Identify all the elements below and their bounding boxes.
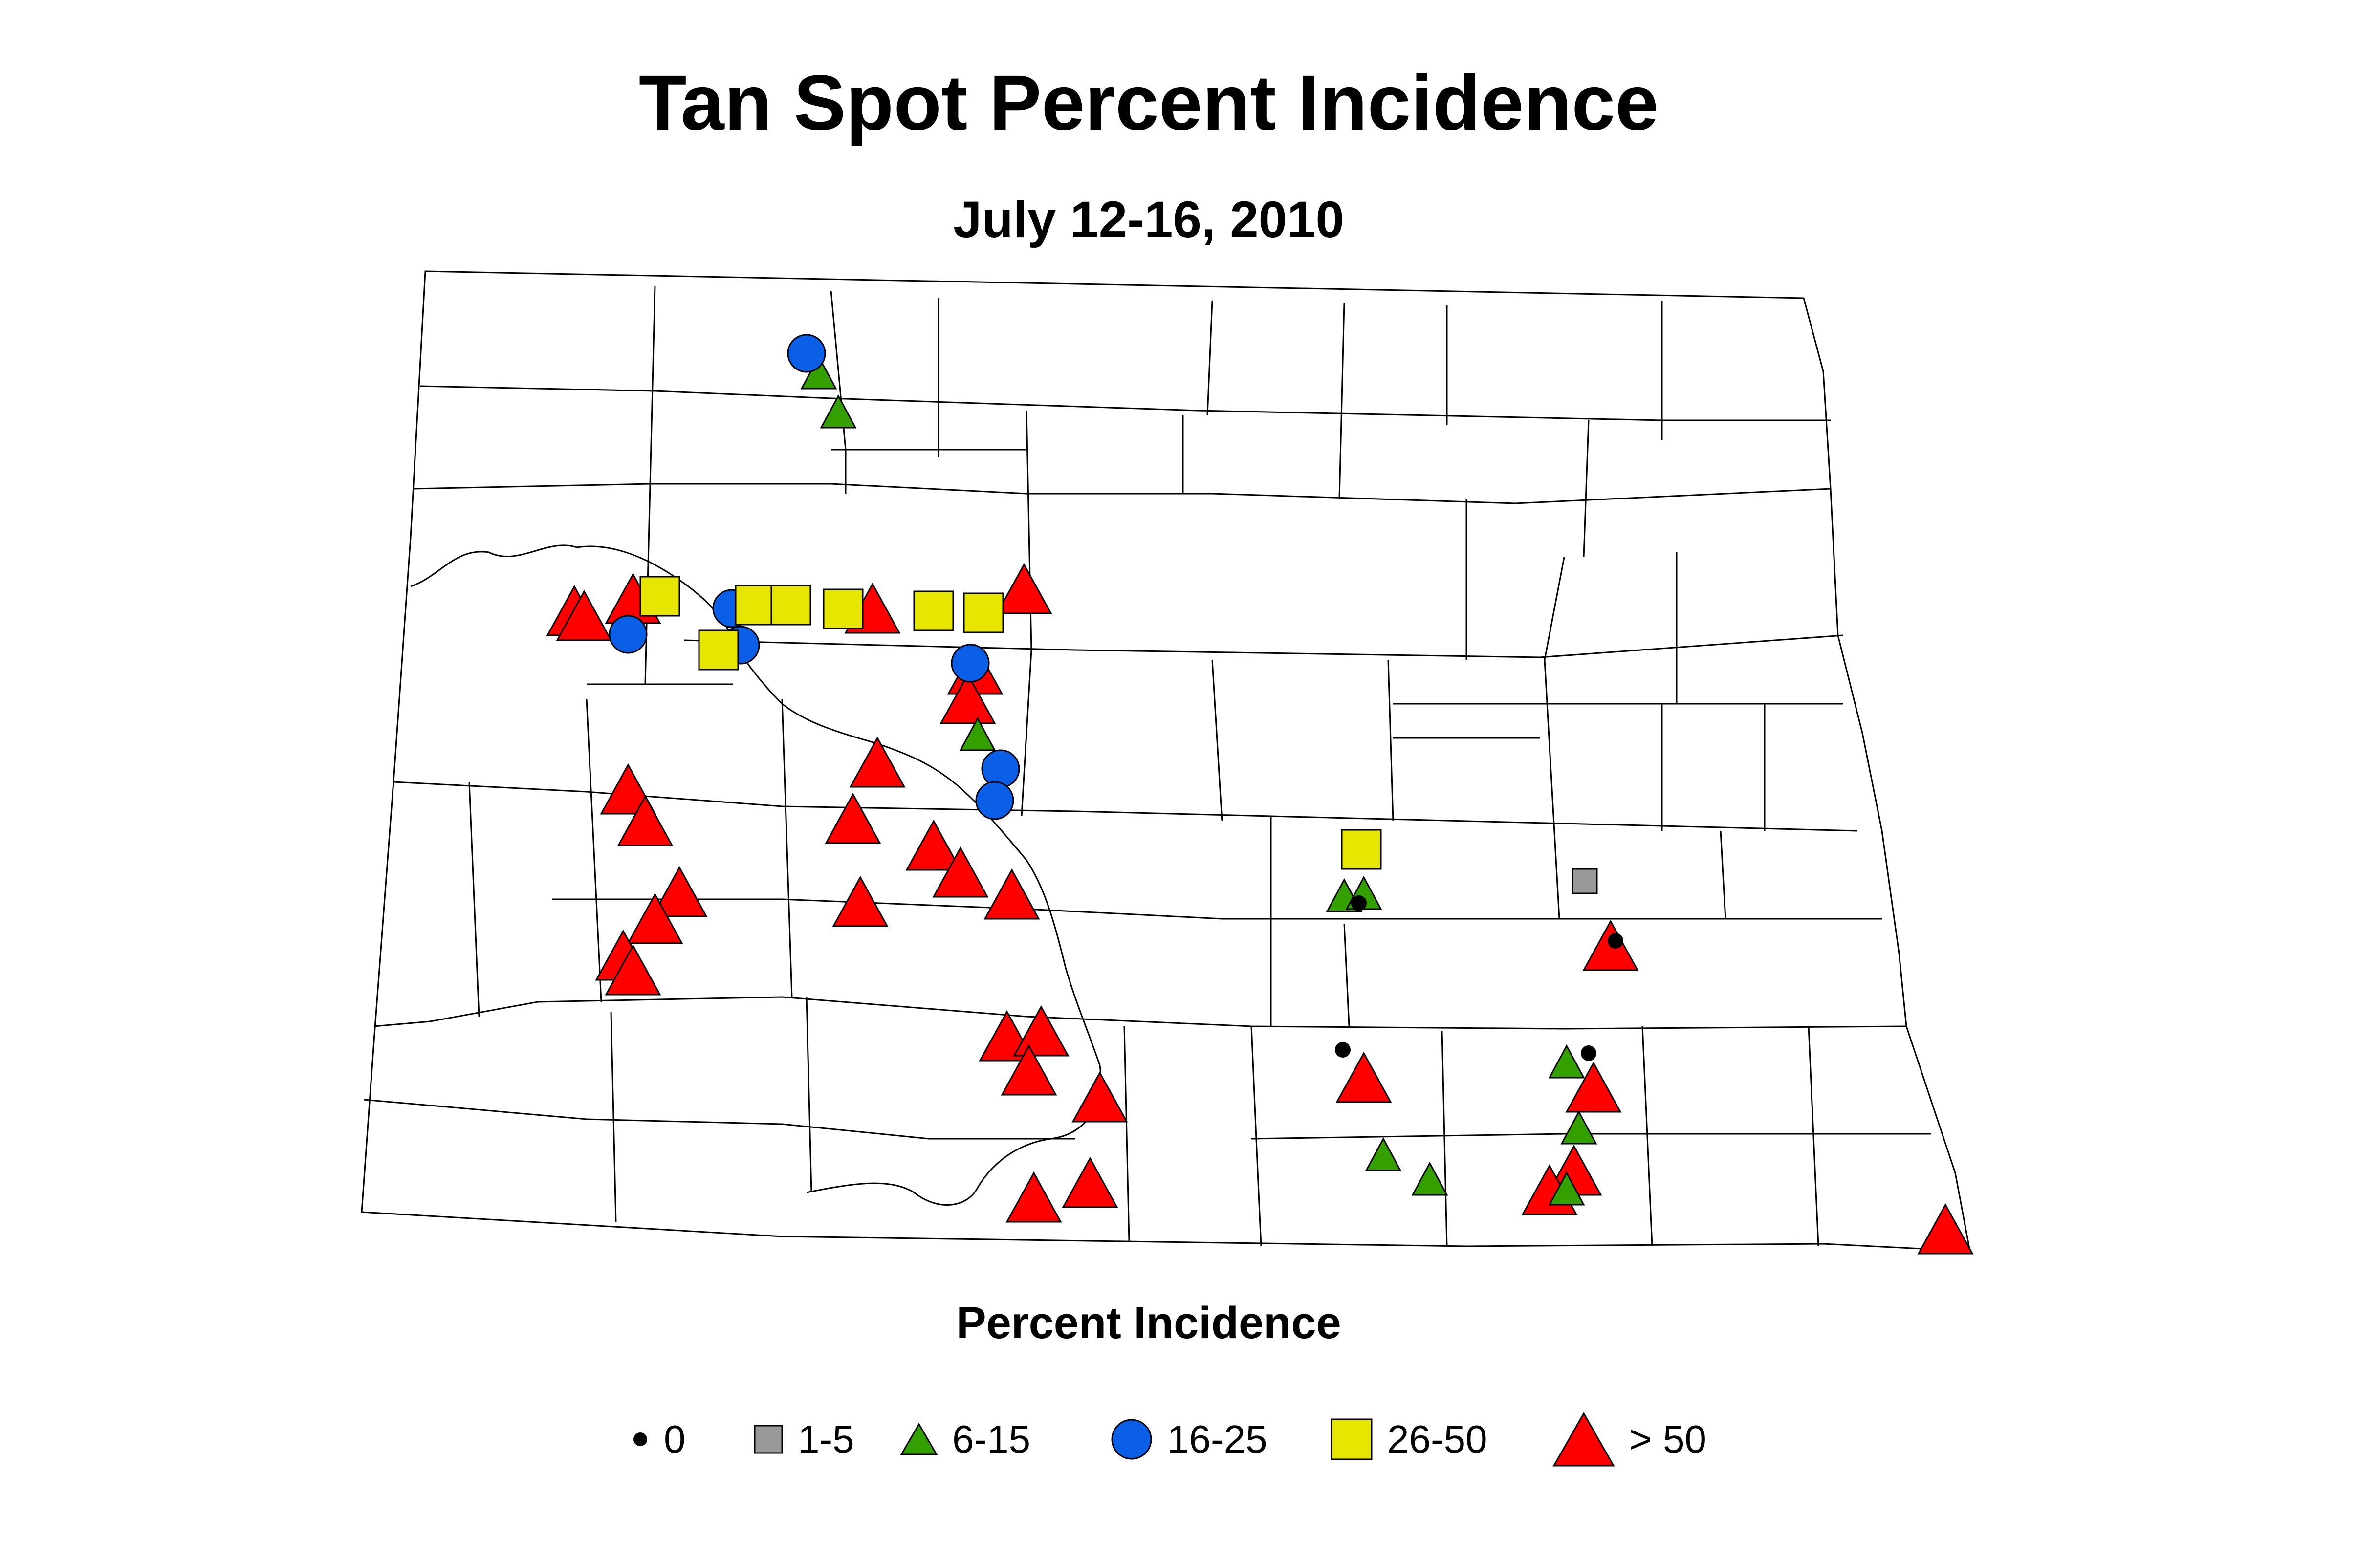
site-marker	[1351, 895, 1367, 911]
site-marker	[1581, 1045, 1596, 1061]
site-marker	[1335, 1042, 1351, 1058]
site-marker	[1608, 933, 1623, 949]
legend-label: 1-5	[798, 1417, 854, 1461]
site-marker	[1917, 1203, 1974, 1255]
site-marker	[627, 892, 683, 944]
site-marker	[820, 394, 857, 429]
markers-zero	[1335, 895, 1623, 1061]
county-boundaries	[361, 270, 1971, 1252]
site-marker	[975, 781, 1014, 820]
site-marker	[905, 819, 962, 871]
legend-label: > 50	[1629, 1417, 1706, 1461]
yellow-square-icon	[1331, 1418, 1373, 1460]
site-marker	[639, 576, 680, 617]
legend-item-0: 0	[631, 1412, 686, 1466]
map-title: Tan Spot Percent Incidence	[638, 59, 1659, 146]
site-marker	[1071, 1071, 1128, 1123]
legend-label: 0	[664, 1417, 686, 1461]
site-marker	[1365, 1137, 1402, 1171]
blue-circle-icon	[1111, 1419, 1152, 1460]
site-marker	[651, 866, 708, 917]
site-marker	[1548, 1044, 1585, 1079]
state-outline	[361, 270, 1971, 1252]
site-marker	[1572, 868, 1598, 894]
site-marker	[556, 589, 612, 641]
site-marker	[1005, 1171, 1062, 1223]
site-marker	[849, 736, 906, 788]
site-marker	[735, 585, 776, 626]
markers-26-50	[639, 576, 1382, 870]
legend-label: 26-50	[1387, 1417, 1487, 1461]
markers-1-5	[1572, 868, 1598, 894]
red-triangle-icon	[1552, 1411, 1615, 1466]
legend-item-2: 6-15	[899, 1412, 1030, 1466]
site-marker	[1062, 1156, 1118, 1208]
site-marker	[617, 795, 674, 846]
site-marker	[981, 749, 1020, 788]
legend-item-1: 1-5	[753, 1412, 854, 1466]
site-marker	[963, 592, 1004, 633]
legend-item-4: 26-50	[1330, 1412, 1487, 1466]
legend-item-3: 16-25	[1110, 1412, 1267, 1466]
site-marker	[932, 846, 989, 898]
gray-square-icon	[754, 1425, 783, 1454]
legend-label: 16-25	[1167, 1417, 1267, 1461]
map-subtitle: July 12-16, 2010	[953, 191, 1344, 248]
site-marker	[983, 868, 1040, 920]
site-marker	[823, 588, 864, 629]
legend-title: Percent Incidence	[956, 1298, 1341, 1348]
survey-markers	[546, 334, 1974, 1255]
site-marker	[1565, 1061, 1622, 1113]
site-marker	[1013, 1005, 1070, 1057]
site-marker	[787, 334, 826, 373]
site-marker	[832, 875, 889, 927]
site-marker	[1341, 829, 1382, 870]
site-marker	[1335, 1051, 1392, 1103]
site-marker	[939, 672, 996, 724]
site-marker	[770, 585, 811, 626]
green-triangle-icon	[900, 1423, 938, 1455]
site-marker	[959, 716, 996, 751]
site-marker	[951, 644, 990, 683]
markers-over-50	[546, 563, 1974, 1255]
markers-6-15	[800, 355, 1597, 1206]
site-marker	[1548, 1171, 1585, 1206]
legend-item-5: > 50	[1552, 1411, 1706, 1466]
site-marker	[698, 629, 739, 671]
missouri-river	[410, 544, 1102, 1206]
site-marker	[600, 763, 656, 815]
site-marker	[605, 944, 661, 996]
site-marker	[1560, 1110, 1597, 1145]
site-marker	[609, 615, 648, 654]
site-marker	[996, 563, 1052, 614]
site-marker	[825, 792, 881, 844]
legend-label: 6-15	[952, 1417, 1031, 1461]
site-marker	[800, 355, 837, 390]
dot-icon	[633, 1432, 647, 1446]
site-marker	[1411, 1161, 1448, 1196]
site-marker	[1001, 1044, 1057, 1096]
site-marker	[913, 590, 954, 631]
